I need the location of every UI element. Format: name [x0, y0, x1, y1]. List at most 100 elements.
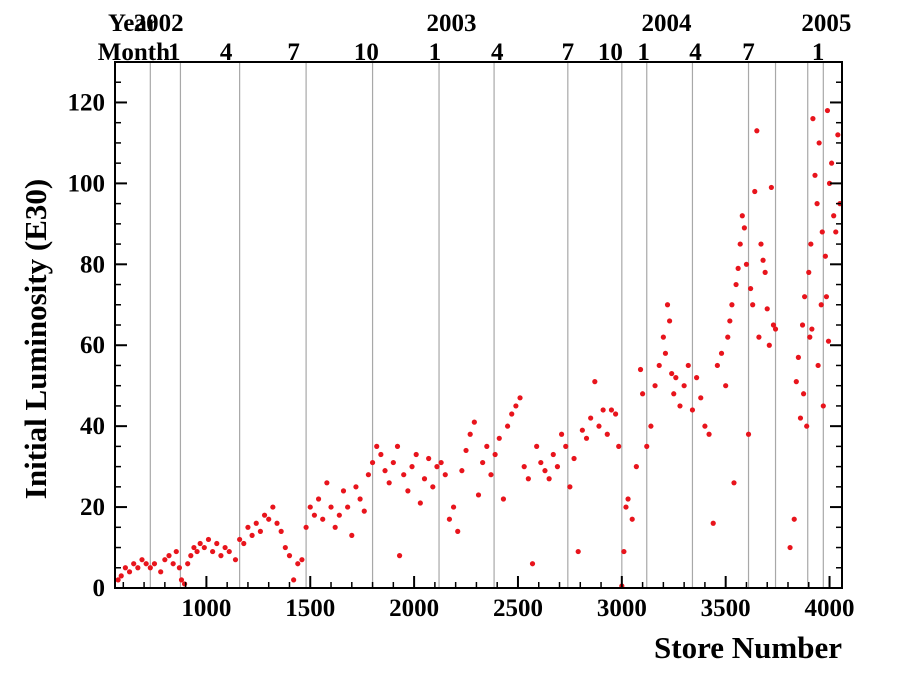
month-label: 1	[637, 39, 650, 66]
data-point	[413, 451, 419, 458]
data-point	[750, 302, 756, 308]
data-point	[816, 140, 822, 146]
data-point	[349, 532, 355, 539]
data-point	[162, 557, 168, 563]
data-point	[694, 375, 700, 381]
data-point	[791, 516, 797, 522]
data-point	[735, 265, 741, 271]
y-tick-label: 40	[80, 413, 105, 440]
data-point	[421, 476, 428, 482]
data-point	[118, 573, 124, 579]
data-point	[504, 423, 511, 429]
data-point	[475, 492, 482, 498]
data-point	[369, 459, 376, 466]
data-point	[567, 484, 573, 490]
data-point	[754, 128, 760, 134]
data-point	[303, 524, 309, 530]
x-axis-ticks: 1000 1500 2000 2500 3000 3500 4000	[122, 576, 855, 622]
data-point	[800, 391, 807, 397]
data-point	[467, 431, 473, 437]
data-point	[226, 548, 232, 555]
data-point	[382, 468, 388, 474]
data-point	[826, 180, 833, 186]
data-point	[529, 561, 536, 567]
data-point	[295, 561, 301, 567]
data-point	[340, 488, 347, 494]
data-point	[766, 342, 772, 348]
data-point	[748, 285, 754, 292]
data-point	[752, 188, 758, 195]
month-label: 1	[168, 39, 181, 66]
data-point	[274, 520, 280, 526]
data-point	[158, 569, 164, 575]
data-point	[374, 443, 380, 449]
data-point	[417, 500, 423, 506]
data-point	[299, 557, 305, 563]
data-point	[673, 375, 679, 381]
data-point	[442, 472, 448, 478]
data-point	[710, 520, 716, 526]
data-point	[525, 476, 531, 482]
data-point	[261, 512, 268, 518]
month-label: 7	[562, 39, 575, 66]
data-point	[143, 561, 149, 567]
data-point	[131, 561, 137, 567]
data-point	[656, 362, 662, 369]
data-point	[218, 553, 224, 559]
data-point	[689, 407, 696, 413]
data-point	[214, 540, 220, 547]
data-point	[714, 362, 720, 369]
data-point	[563, 443, 569, 449]
y-tick-label: 60	[80, 332, 105, 359]
data-point	[633, 464, 639, 470]
data-point	[718, 350, 725, 356]
data-point	[492, 451, 498, 458]
x-tick-label: 1500	[285, 595, 335, 622]
data-point	[596, 423, 602, 429]
data-point	[664, 302, 671, 308]
year-label: 2002	[134, 10, 184, 37]
data-point	[571, 455, 577, 462]
data-point	[820, 403, 826, 409]
data-point	[725, 334, 731, 340]
data-point	[463, 447, 469, 454]
data-point	[534, 443, 540, 449]
data-point	[812, 172, 818, 178]
data-point	[446, 516, 453, 522]
data-point	[579, 427, 585, 433]
data-point	[819, 229, 825, 235]
data-point	[237, 536, 243, 543]
data-point	[307, 504, 313, 510]
data-point	[386, 480, 392, 486]
y-tick-label: 120	[68, 89, 106, 116]
y-axis-ticks: 0 20 40 60 80 100 120	[68, 81, 842, 602]
data-point	[831, 213, 837, 219]
data-point	[394, 443, 401, 449]
data-point	[822, 253, 828, 259]
data-point	[396, 553, 403, 559]
month-label: 1	[429, 39, 442, 66]
data-point	[795, 354, 801, 360]
data-point	[455, 528, 461, 534]
data-point	[758, 241, 764, 247]
month-row-label: Month	[98, 39, 170, 66]
data-point	[818, 302, 824, 308]
data-point	[756, 334, 762, 340]
data-point	[241, 540, 247, 547]
month-label: 7	[742, 39, 755, 66]
data-point	[741, 225, 747, 231]
data-point	[426, 455, 432, 462]
year-label: 2004	[641, 10, 692, 37]
data-point	[835, 132, 841, 138]
x-tick-label: 3000	[597, 595, 647, 622]
x-tick-label: 3500	[701, 595, 751, 622]
data-point	[166, 553, 172, 559]
data-point	[608, 407, 615, 413]
data-point	[328, 504, 334, 510]
month-label: 4	[491, 39, 504, 66]
data-point	[588, 415, 594, 421]
x-axis-title: Store Number	[654, 630, 842, 665]
data-point	[660, 334, 666, 340]
data-point	[324, 480, 330, 486]
